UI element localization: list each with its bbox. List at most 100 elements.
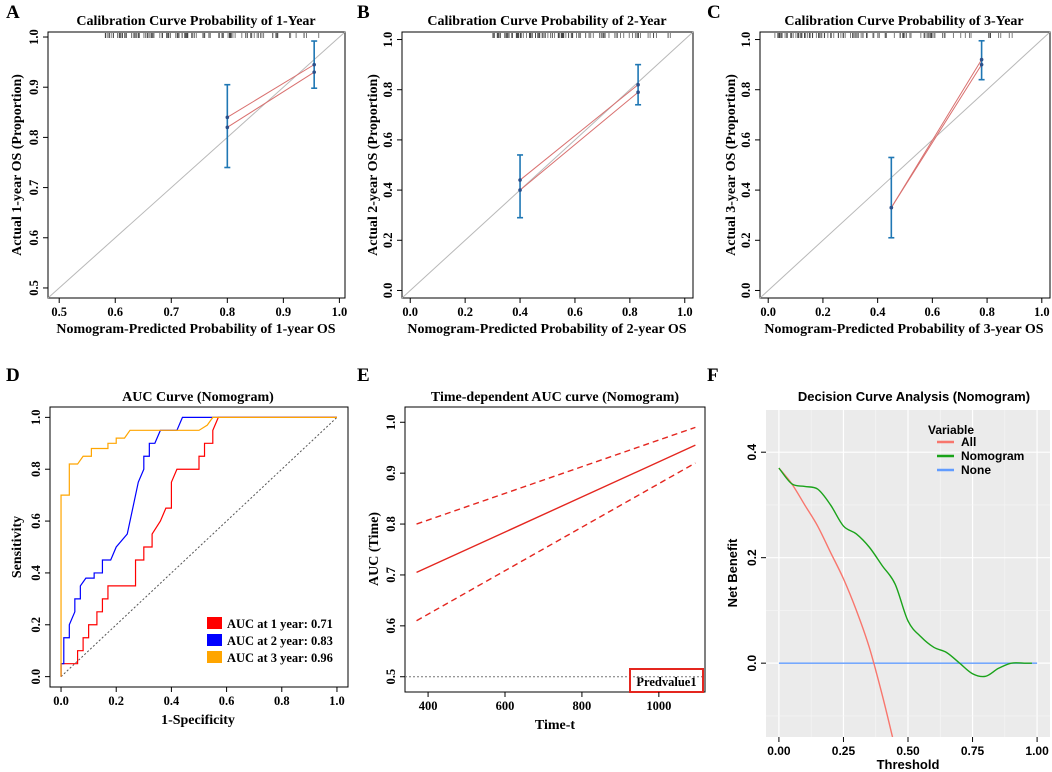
panel-d: D AUC Curve (Nomogram) AUC at 1 year: 0.…	[6, 365, 349, 728]
panel-a-x-label: Nomogram-Predicted Probability of 1-year…	[56, 322, 335, 337]
y-tick-label: 0.2	[745, 549, 759, 566]
panel-c-calibration	[888, 39, 985, 239]
panel-c-frame	[759, 31, 1051, 299]
legend-label-none: None	[961, 463, 991, 477]
x-tick-label: 0.50	[896, 744, 920, 758]
panel-e-x-label: Time-t	[535, 718, 576, 733]
y-tick-label: 0.8	[29, 461, 43, 477]
calibration-point	[312, 70, 316, 74]
panel-a-y-ticks: 0.5 0.6 0.7 0.8 0.9 1.0	[27, 29, 48, 296]
x-tick-label: 0.2	[457, 305, 473, 319]
auc-line-lower	[416, 462, 696, 622]
panel-c-y-label: Actual 3-year OS (Proportion)	[724, 74, 739, 256]
panel-b-x-label: Nomogram-Predicted Probability of 2-year…	[407, 322, 686, 337]
panel-letter-e: E	[357, 365, 370, 386]
predvalue-box-label: Predvalue1	[636, 675, 696, 689]
panel-d-x-label: 1-Specificity	[161, 713, 235, 728]
x-tick-label: 0.6	[219, 694, 235, 708]
y-tick-label: 1.0	[384, 414, 398, 430]
calibration-point	[518, 188, 522, 192]
x-tick-label: 0.9	[276, 305, 292, 319]
x-tick-label: 0.8	[979, 305, 995, 319]
y-tick-label: 0.8	[27, 130, 41, 146]
x-tick-label: 1.0	[329, 694, 345, 708]
panel-b-x-ticks: 0.0 0.2 0.4 0.6 0.8 1.0	[402, 298, 693, 319]
panel-f-curves	[778, 467, 1038, 737]
panel-letter-c: C	[707, 2, 721, 23]
panel-letter-a: A	[6, 2, 20, 23]
calibration-point-corrected	[312, 62, 316, 67]
panel-c-title: Calibration Curve Probability of 3-Year	[784, 14, 1023, 29]
y-tick-label: 1.0	[29, 410, 43, 426]
panel-a-title: Calibration Curve Probability of 1-Year	[76, 14, 315, 29]
legend-label-nomogram: Nomogram	[961, 449, 1024, 463]
panel-c-rug	[774, 33, 1013, 38]
y-tick-label: 0.9	[384, 465, 398, 481]
panel-f-legend-title: Variable	[928, 423, 974, 437]
calibration-point-corrected	[979, 57, 984, 62]
calibration-line-corrected	[890, 59, 983, 208]
y-tick-label: 0.2	[739, 232, 753, 248]
x-tick-label: 0.8	[274, 694, 290, 708]
y-tick-label: 0.0	[29, 669, 43, 685]
x-tick-label: 0.6	[567, 305, 583, 319]
dca-curve-all	[778, 467, 894, 737]
calibration-point-corrected	[225, 115, 230, 120]
legend-label-2-year: AUC at 2 year: 0.83	[227, 634, 333, 648]
auc-line-upper	[416, 426, 696, 525]
y-tick-label: 0.0	[739, 283, 753, 299]
legend-label-1-year: AUC at 1 year: 0.71	[227, 617, 333, 631]
calibration-point	[225, 125, 230, 130]
y-tick-label: 1.0	[27, 29, 41, 45]
y-tick-label: 0.6	[27, 230, 41, 246]
panel-c: C Calibration Curve Probability of 3-Yea…	[707, 2, 1051, 337]
panel-a-calibration	[224, 40, 318, 169]
roc-curve-2-year	[60, 416, 337, 677]
predvalue-box-frame	[629, 668, 704, 693]
panel-f-y-label: Net Benefit	[725, 538, 740, 607]
y-tick-label: 0.7	[384, 567, 398, 583]
panel-c-y-ticks: 0.0 0.2 0.4 0.6 0.8 1.0	[739, 32, 760, 299]
y-tick-label: 0.4	[381, 182, 395, 198]
panel-d-title: AUC Curve (Nomogram)	[122, 390, 274, 405]
y-tick-label: 0.2	[29, 617, 43, 633]
x-tick-label: 400	[419, 699, 438, 713]
x-tick-label: 0.0	[53, 694, 69, 708]
x-tick-label: 1.0	[677, 305, 693, 319]
x-tick-label: 1.0	[332, 305, 348, 319]
panel-b-y-label: Actual 2-year OS (Proportion)	[366, 74, 381, 256]
calibration-line-apparent	[519, 91, 639, 191]
y-tick-label: 0.5	[384, 669, 398, 685]
x-tick-label: 0.2	[815, 305, 831, 319]
y-tick-label: 0.9	[27, 79, 41, 95]
y-tick-label: 1.0	[381, 32, 395, 48]
x-tick-label: 0.8	[220, 305, 236, 319]
x-tick-label: 800	[573, 699, 592, 713]
x-tick-label: 1.00	[1025, 744, 1049, 758]
panel-d-legend: AUC at 1 year: 0.71 AUC at 2 year: 0.83 AU…	[207, 617, 333, 665]
x-tick-label: 0.4	[512, 305, 528, 319]
x-tick-label: 0.7	[163, 305, 179, 319]
dca-curve-nomogram	[778, 467, 1032, 678]
x-tick-label: 1000	[646, 699, 671, 713]
x-tick-label: 0.0	[402, 305, 418, 319]
panel-letter-b: B	[357, 2, 370, 23]
calibration-line-apparent	[227, 71, 315, 128]
y-tick-label: 0.2	[381, 232, 395, 248]
calibration-point	[979, 62, 984, 67]
panel-e-predvalue-box: Predvalue1	[629, 668, 704, 693]
legend-swatch-2-year	[207, 634, 222, 646]
calibration-line-corrected	[227, 64, 315, 118]
x-tick-label: 0.75	[961, 744, 985, 758]
x-tick-label: 0.00	[767, 744, 791, 758]
roc-curve-1-year	[60, 416, 337, 677]
panel-c-x-ticks: 0.0 0.2 0.4 0.6 0.8 1.0	[760, 298, 1050, 319]
legend-label-all: All	[961, 435, 976, 449]
panel-d-y-label: Sensitivity	[10, 516, 25, 578]
panel-b-y-ticks: 0.0 0.2 0.4 0.6 0.8 1.0	[381, 32, 402, 298]
calibration-line-corrected	[519, 84, 639, 181]
panel-b-title: Calibration Curve Probability of 2-Year	[427, 14, 666, 29]
panel-b-calibration	[517, 63, 642, 219]
panel-d-reference-line	[60, 417, 338, 677]
